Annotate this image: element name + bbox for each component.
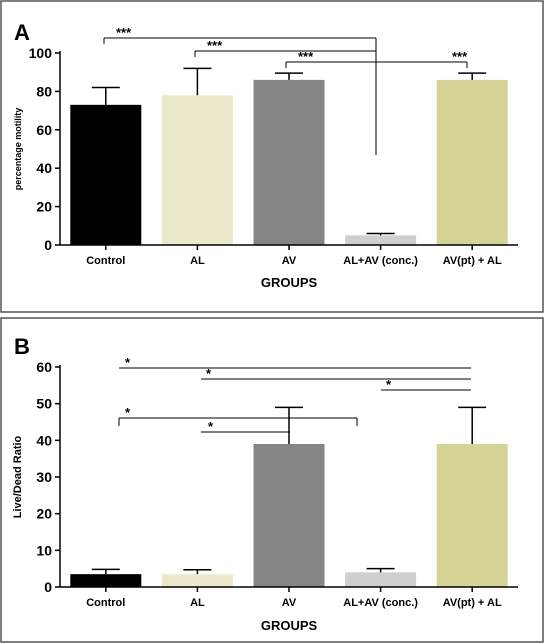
bar <box>345 235 417 245</box>
y-axis-label: Live/Dead Ratio <box>12 435 24 518</box>
y-tick-label: 20 <box>36 506 52 522</box>
y-tick-label: 40 <box>36 432 52 448</box>
y-tick-label: 0 <box>44 579 52 595</box>
x-tick-label: AL <box>190 255 205 267</box>
bar <box>70 104 142 245</box>
panel-label: A <box>14 20 30 45</box>
bar <box>161 574 233 587</box>
bar <box>253 79 325 245</box>
significance-label: * <box>208 419 214 434</box>
x-tick-label: Control <box>86 255 125 267</box>
y-tick-label: 60 <box>36 359 52 375</box>
x-tick-label: AV(pt) + AL <box>443 597 502 609</box>
x-tick-label: AL+AV (conc.) <box>343 255 418 267</box>
y-tick-label: 20 <box>36 199 52 215</box>
x-tick-label: Control <box>86 597 125 609</box>
significance-label: *** <box>452 49 468 64</box>
bar <box>436 79 508 245</box>
x-tick-label: AV(pt) + AL <box>443 255 502 267</box>
y-axis-label: percentage motility <box>13 108 23 191</box>
x-axis-label: GROUPS <box>261 275 318 290</box>
significance-label: *** <box>298 49 314 64</box>
x-tick-label: AV <box>282 255 297 267</box>
panel-label: B <box>14 334 30 359</box>
x-tick-label: AL <box>190 597 205 609</box>
y-tick-label: 60 <box>36 122 52 138</box>
bar <box>70 574 142 587</box>
x-tick-label: AL+AV (conc.) <box>343 597 418 609</box>
significance-label: *** <box>116 25 132 40</box>
y-tick-label: 40 <box>36 160 52 176</box>
y-tick-label: 30 <box>36 469 52 485</box>
bar <box>345 572 417 587</box>
x-axis-label: GROUPS <box>261 618 318 633</box>
x-tick-label: AV <box>282 597 297 609</box>
significance-label: *** <box>207 38 223 53</box>
y-tick-label: 100 <box>29 45 53 61</box>
panel-b: B 0 10 20 30 40 50 60 Control AL AV AL+AV (conc.) AV… <box>12 334 518 633</box>
y-tick-label: 0 <box>44 237 52 253</box>
significance-label: * <box>125 355 131 370</box>
y-tick-label: 80 <box>36 83 52 99</box>
bar <box>436 444 508 587</box>
bar <box>161 95 233 246</box>
y-tick-label: 50 <box>36 396 52 412</box>
significance-label: * <box>125 405 131 420</box>
panel-a: A 0 20 40 60 80 100 Control AL AV AL+AV (conc.) AV(… <box>13 20 518 290</box>
y-tick-label: 10 <box>36 542 52 558</box>
bar <box>253 444 325 587</box>
significance-label: * <box>386 377 392 392</box>
significance-label: * <box>206 366 212 381</box>
